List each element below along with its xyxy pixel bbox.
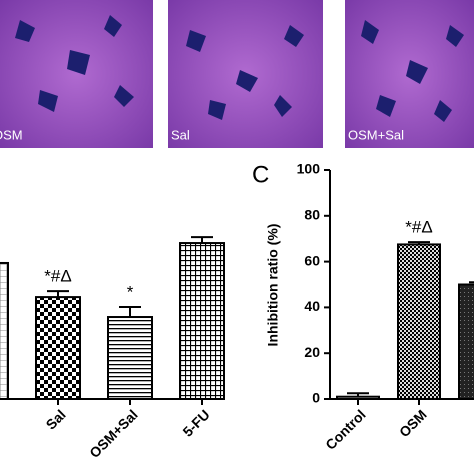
annotation: *#Δ bbox=[405, 218, 432, 237]
image-label: OSM bbox=[0, 127, 23, 142]
bar bbox=[458, 283, 474, 400]
y-tick-label: 100 bbox=[297, 161, 321, 177]
bar bbox=[336, 395, 380, 400]
bar bbox=[107, 316, 153, 401]
error-bar bbox=[408, 241, 430, 245]
bar bbox=[35, 296, 81, 400]
y-tick-label: 80 bbox=[304, 207, 320, 223]
micrographs: OSM Sal OSM+Sal bbox=[0, 0, 474, 148]
panel-label: C bbox=[252, 161, 269, 188]
x-tick-label: OSM bbox=[396, 406, 430, 440]
y-tick-label: 60 bbox=[304, 252, 320, 268]
error-bar bbox=[47, 290, 69, 298]
y-axis-label: Inhibition ratio (%) bbox=[265, 224, 281, 347]
y-tick-label: 40 bbox=[304, 298, 320, 314]
bar bbox=[0, 261, 9, 400]
image-label: Sal bbox=[171, 127, 190, 142]
bar bbox=[179, 242, 225, 400]
error-bar bbox=[191, 236, 213, 244]
image-label: OSM+Sal bbox=[348, 127, 404, 142]
x-tick-label: Control bbox=[322, 406, 369, 453]
bar bbox=[397, 243, 441, 400]
x-tick-label: OSM+Sal bbox=[86, 406, 141, 461]
x-tick-label: Sal bbox=[43, 406, 69, 432]
y-tick-label: 20 bbox=[304, 344, 320, 360]
x-tick-label: 5-FU bbox=[179, 406, 212, 439]
error-bar bbox=[347, 392, 369, 397]
y-tick-label: 0 bbox=[312, 390, 320, 406]
error-bar bbox=[469, 281, 474, 284]
error-bar bbox=[119, 305, 141, 318]
annotation: * bbox=[127, 282, 134, 301]
annotation: *#Δ bbox=[44, 267, 71, 286]
